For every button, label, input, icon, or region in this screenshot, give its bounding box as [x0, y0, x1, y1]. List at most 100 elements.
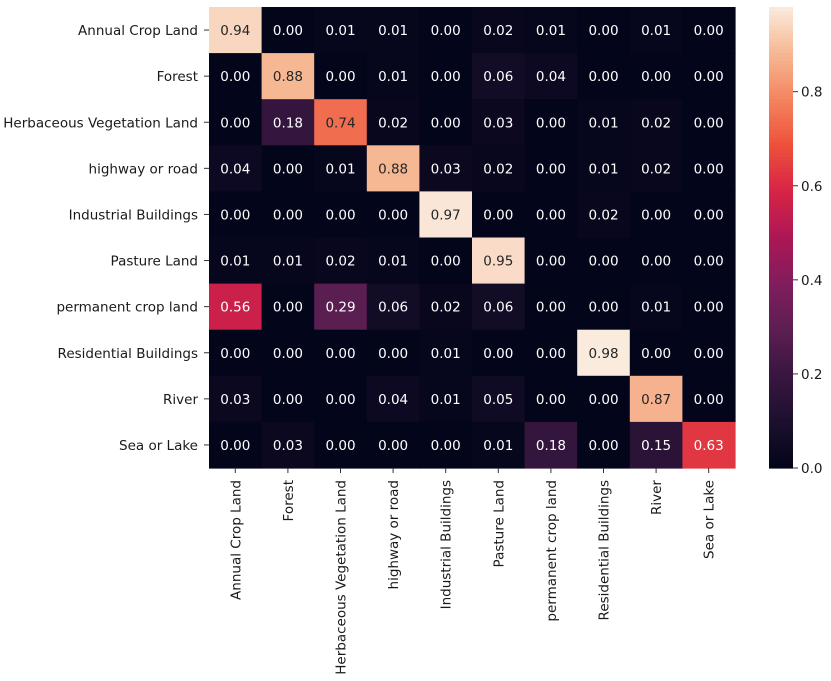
column-labels: Annual Crop Land Forest Herbaceous Vegetat… [228, 468, 718, 675]
heatmap-cell [314, 237, 368, 285]
colorbar-segment [769, 137, 793, 143]
cell-value-label: 0.02 [483, 161, 513, 177]
heatmap-cell [472, 191, 526, 239]
heatmap-cell [629, 99, 683, 146]
heatmap-cell [629, 375, 683, 423]
colorbar-segment [769, 233, 793, 239]
heatmap-cell [629, 421, 683, 469]
cell-value-label: 0.03 [431, 161, 461, 177]
cell-value-label: 0.87 [641, 392, 671, 408]
cell-value-label: 0.01 [641, 23, 671, 39]
heatmap-cell [261, 329, 315, 377]
cell-value-label: 0.01 [536, 23, 566, 39]
colorbar-segment [769, 14, 793, 20]
heatmap-cell [629, 283, 683, 331]
colorbar-segment [769, 279, 793, 285]
colorbar-segment [769, 53, 793, 58]
heatmap-cell [524, 375, 578, 423]
heatmap-cell [629, 191, 683, 239]
colorbar-segment [769, 360, 793, 365]
cell-value-label: 0.00 [431, 254, 461, 270]
row-label: permanent crop land [56, 300, 198, 316]
heatmap-cell [261, 53, 315, 100]
cell-value-label: 0.88 [273, 69, 303, 85]
colorbar-segment [769, 122, 793, 127]
colorbar-segment [769, 241, 793, 246]
cell-value-label: 0.02 [641, 161, 671, 177]
cell-value-label: 0.06 [483, 300, 513, 316]
heatmap-cell [472, 421, 526, 469]
colorbar-segment [769, 310, 793, 315]
heatmap-cell [366, 53, 420, 100]
cell-value-label: 0.00 [694, 346, 724, 362]
colorbar-segment [769, 256, 793, 262]
heatmap-cell [419, 421, 473, 469]
heatmap-cell [209, 99, 263, 146]
heatmap-cell [472, 375, 526, 423]
colorbar-segment [769, 345, 793, 350]
heatmap-cell [629, 237, 683, 285]
cell-value-label: 0.01 [220, 254, 250, 270]
cell-value-label: 0.94 [220, 23, 250, 39]
colorbar-segment [769, 210, 793, 216]
cell-value-label: 0.02 [641, 115, 671, 131]
cell-value-label: 0.00 [536, 254, 566, 270]
cell-value-label: 0.02 [483, 23, 513, 39]
cell-value-label: 0.00 [483, 346, 513, 362]
cell-value-label: 0.97 [431, 207, 461, 223]
colorbar-segment [769, 199, 793, 204]
colorbar-tick-label: 0.6 [801, 179, 822, 195]
colorbar-segment [769, 356, 793, 362]
colorbar-segment [769, 268, 793, 273]
heatmap-cell [577, 329, 631, 377]
heatmap-cell [524, 145, 578, 192]
colorbar-segment [769, 337, 793, 342]
heatmap-cell [261, 375, 315, 423]
colorbar-segment [769, 60, 793, 66]
heatmap-cell [314, 375, 368, 423]
colorbar-segment [769, 187, 793, 192]
colorbar-segment [769, 133, 793, 139]
cell-value-label: 0.00 [536, 392, 566, 408]
heatmap-cell [524, 7, 578, 54]
cell-value-label: 0.00 [220, 438, 250, 454]
row-labels: Annual Crop Land Forest Herbaceous Vegetat… [3, 23, 209, 454]
colorbar-segment [769, 452, 793, 458]
heatmap-cell [419, 191, 473, 239]
colorbar-segment [769, 218, 793, 223]
heatmap-cell [209, 237, 263, 285]
colorbar-segment [769, 229, 793, 235]
colorbar-segment [769, 322, 793, 327]
colorbar-segment [769, 91, 793, 96]
colorbar-segment [769, 245, 793, 250]
colorbar-segment [769, 10, 793, 16]
colorbar-segment [769, 260, 793, 265]
colorbar-segment [769, 460, 793, 465]
cell-value-label: 0.00 [378, 207, 408, 223]
column-label: permanent crop land [544, 480, 560, 622]
colorbar-segment [769, 375, 793, 381]
heatmap-cell [419, 237, 473, 285]
colorbar-segment [769, 160, 793, 166]
heatmap-cell [682, 191, 736, 239]
cell-value-label: 0.00 [431, 23, 461, 39]
cell-value-label: 0.00 [273, 392, 303, 408]
heatmap-cell [472, 99, 526, 146]
cell-value-label: 0.00 [694, 300, 724, 316]
heatmap-cell [209, 375, 263, 423]
colorbar-segment [769, 168, 793, 173]
heatmap-cell [472, 283, 526, 331]
colorbar-segment [769, 99, 793, 104]
heatmap-cell [577, 375, 631, 423]
heatmap-cell [209, 53, 263, 100]
cell-value-label: 0.56 [220, 300, 250, 316]
cell-value-label: 0.02 [325, 254, 355, 270]
colorbar-segment [769, 172, 793, 177]
cell-value-label: 0.00 [694, 392, 724, 408]
cell-value-label: 0.01 [325, 23, 355, 39]
cell-value-label: 0.00 [378, 438, 408, 454]
column-label: Annual Crop Land [228, 480, 244, 600]
cell-value-label: 0.00 [694, 23, 724, 39]
colorbar-segment [769, 41, 793, 47]
row-label: Pasture Land [111, 254, 198, 270]
